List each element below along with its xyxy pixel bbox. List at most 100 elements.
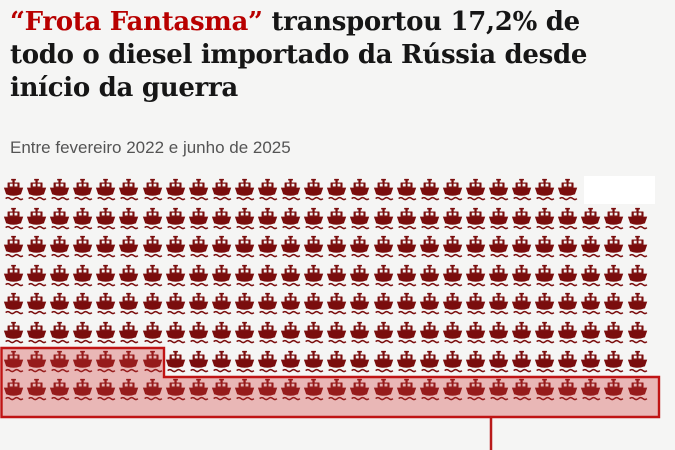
ship-icon xyxy=(327,264,347,287)
ship-icon xyxy=(604,207,624,229)
ship-icon xyxy=(165,293,186,315)
ship-icon xyxy=(558,236,578,258)
ship-icon xyxy=(581,321,601,344)
ship-icon xyxy=(119,236,139,258)
ship-icon xyxy=(465,207,486,229)
title-highlight: “Frota Fantasma” xyxy=(10,7,263,37)
ship-icon xyxy=(396,321,416,344)
ship-icon xyxy=(327,178,347,201)
ship-icon xyxy=(304,178,324,201)
ship-icon xyxy=(304,321,324,344)
ship-icon xyxy=(396,293,416,315)
ship-icon xyxy=(350,350,370,372)
ship-icon xyxy=(50,236,70,258)
ship-icon xyxy=(604,264,624,287)
ship-icon xyxy=(3,293,24,315)
pictogram-row xyxy=(3,321,653,350)
ship-icon xyxy=(211,207,232,229)
ship-icon xyxy=(442,264,463,287)
ship-icon xyxy=(281,178,301,201)
ship-icon xyxy=(3,207,24,229)
ship-icon xyxy=(234,264,255,287)
top-row-white-mask xyxy=(584,176,655,204)
ship-icon xyxy=(419,321,440,344)
ship-icon xyxy=(442,293,463,315)
ship-icon xyxy=(488,207,509,229)
ship-icon xyxy=(257,236,278,258)
ship-icon xyxy=(188,350,209,372)
ship-icon xyxy=(419,178,440,201)
ship-icon xyxy=(119,178,139,201)
ship-icon xyxy=(119,264,139,287)
ship-icon xyxy=(281,293,301,315)
ship-icon xyxy=(257,350,278,372)
ship-icon xyxy=(511,207,532,229)
ship-icon xyxy=(627,293,647,315)
ship-icon xyxy=(211,264,232,287)
ship-icon xyxy=(327,293,347,315)
ship-icon xyxy=(581,350,601,372)
ship-icon xyxy=(96,378,116,401)
ship-icon xyxy=(488,350,509,372)
ship-icon xyxy=(188,321,209,344)
pictogram-grid xyxy=(3,178,653,407)
pictogram-row xyxy=(3,235,653,264)
ship-icon xyxy=(281,321,301,344)
ship-icon xyxy=(96,293,116,315)
ship-icon xyxy=(73,350,93,372)
ship-icon xyxy=(465,264,486,287)
ship-icon xyxy=(188,178,209,201)
ship-icon xyxy=(165,378,186,401)
ship-icon xyxy=(627,321,647,344)
ship-icon xyxy=(327,236,347,258)
ship-icon xyxy=(396,207,416,229)
ship-icon xyxy=(234,378,255,401)
ship-icon xyxy=(604,378,624,401)
ship-icon xyxy=(142,321,162,344)
ship-icon xyxy=(558,178,578,201)
ship-icon xyxy=(73,321,93,344)
ship-icon xyxy=(396,264,416,287)
ship-icon xyxy=(3,378,24,401)
ship-icon xyxy=(73,207,93,229)
ship-icon xyxy=(257,378,278,401)
ship-icon xyxy=(581,378,601,401)
ship-icon xyxy=(304,236,324,258)
ship-icon xyxy=(211,293,232,315)
ship-icon xyxy=(50,378,70,401)
ship-icon xyxy=(257,207,278,229)
ship-icon xyxy=(396,236,416,258)
ship-icon xyxy=(257,264,278,287)
ship-icon xyxy=(188,236,209,258)
ship-icon xyxy=(50,207,70,229)
ship-icon xyxy=(96,178,116,201)
ship-icon xyxy=(327,321,347,344)
ship-icon xyxy=(511,378,532,401)
ship-icon xyxy=(419,293,440,315)
ship-icon xyxy=(142,207,162,229)
ship-icon xyxy=(142,350,162,372)
ship-icon xyxy=(165,350,186,372)
ship-icon xyxy=(165,321,186,344)
ship-icon xyxy=(581,207,601,229)
ship-icon xyxy=(73,264,93,287)
ship-icon xyxy=(304,378,324,401)
ship-icon xyxy=(3,264,24,287)
ship-icon xyxy=(442,350,463,372)
ship-icon xyxy=(50,321,70,344)
ship-icon xyxy=(511,293,532,315)
ship-icon xyxy=(419,236,440,258)
ship-icon xyxy=(257,293,278,315)
title-rest: transportou 17,2% de todo o diesel impor… xyxy=(10,7,588,103)
ship-icon xyxy=(350,178,370,201)
ship-icon xyxy=(535,321,555,344)
ship-icon xyxy=(604,321,624,344)
ship-icon xyxy=(211,236,232,258)
ship-icon xyxy=(211,321,232,344)
ship-icon xyxy=(604,350,624,372)
ship-icon xyxy=(465,321,486,344)
ship-icon xyxy=(488,321,509,344)
ship-icon xyxy=(511,321,532,344)
chart-subtitle: Entre fevereiro 2022 e junho de 2025 xyxy=(10,138,291,157)
